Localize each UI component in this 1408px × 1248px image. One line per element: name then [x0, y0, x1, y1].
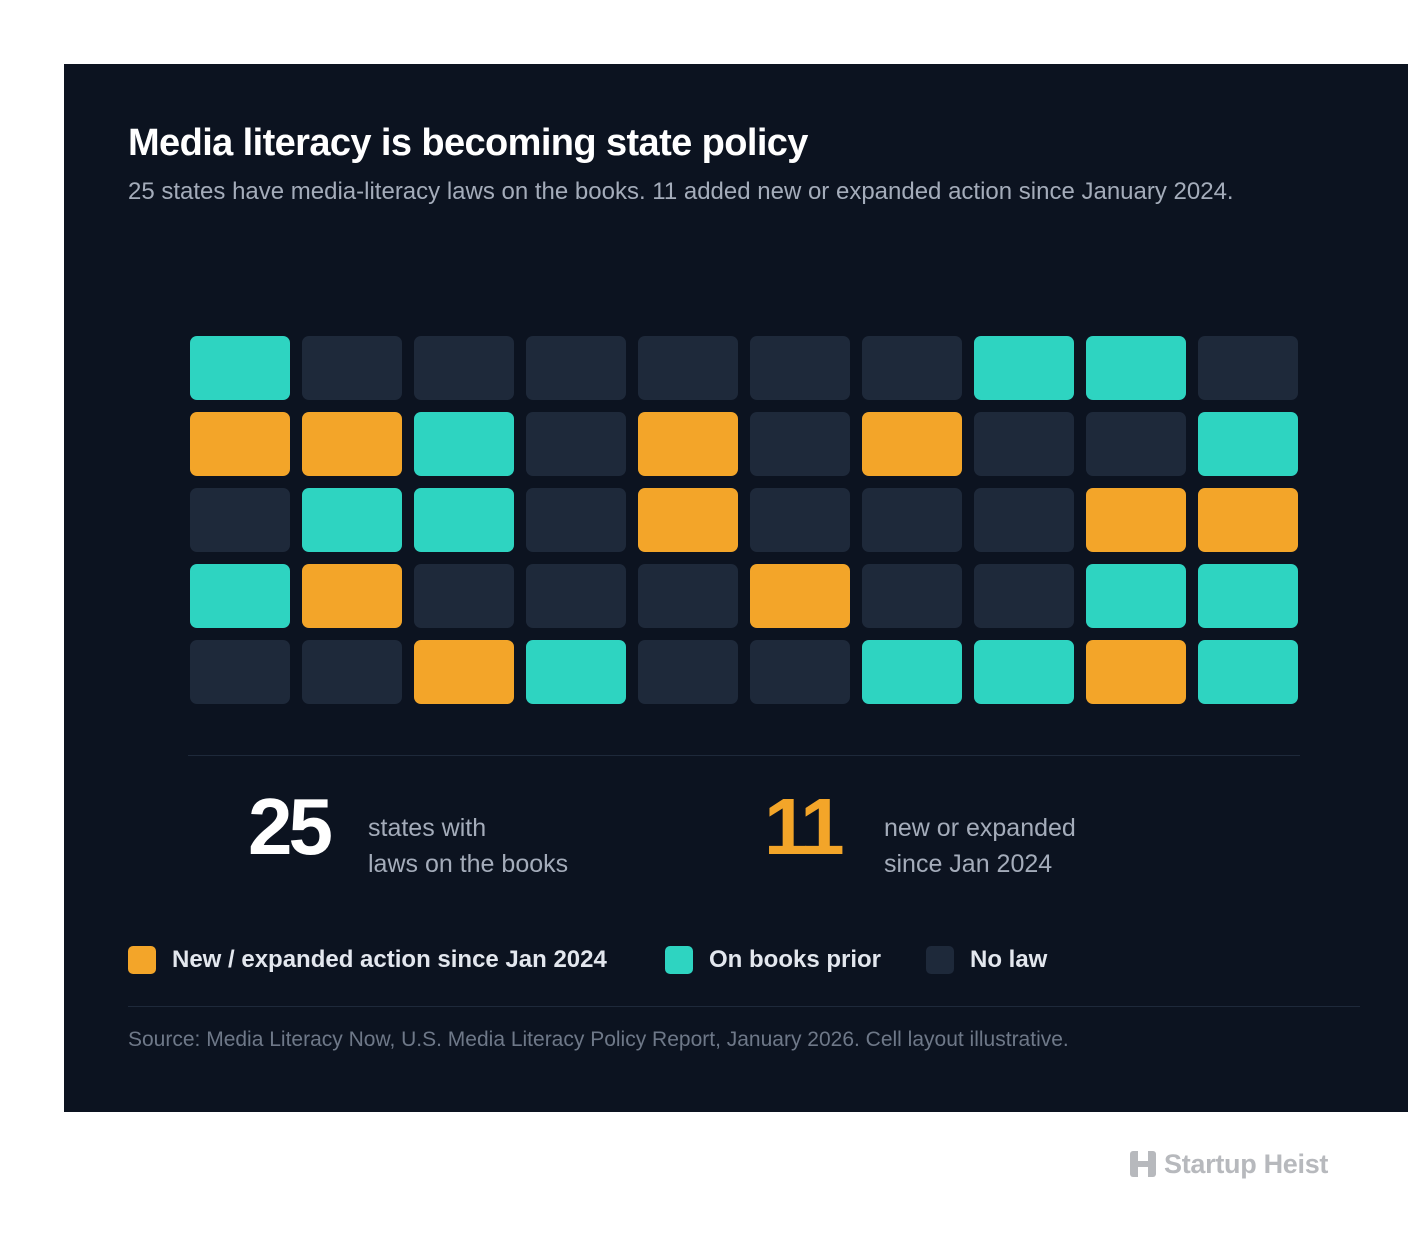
waffle-cell-prior: [190, 564, 290, 628]
waffle-cell-none: [974, 412, 1074, 476]
divider: [128, 1006, 1360, 1007]
waffle-cell-none: [862, 488, 962, 552]
waffle-cell-prior: [1086, 336, 1186, 400]
waffle-cell-new: [1198, 488, 1298, 552]
legend-label-new: New / expanded action since Jan 2024: [172, 946, 607, 973]
waffle-cell-new: [190, 412, 290, 476]
h-logo-icon: [1130, 1151, 1156, 1177]
stat-total-label-line2: laws on the books: [368, 850, 569, 878]
waffle-grid: [190, 336, 1298, 704]
chart-subtitle: 25 states have media-literacy laws on th…: [128, 178, 1234, 205]
waffle-cell-prior: [414, 488, 514, 552]
stat-new-label-line1: new or expanded: [884, 814, 1076, 842]
legend-item-none: No law: [926, 944, 1047, 976]
waffle-cell-prior: [974, 336, 1074, 400]
waffle-cell-new: [302, 564, 402, 628]
waffle-cell-none: [750, 640, 850, 704]
waffle-cell-new: [414, 640, 514, 704]
waffle-cell-none: [190, 640, 290, 704]
legend-item-new: New / expanded action since Jan 2024: [128, 944, 607, 976]
waffle-cell-none: [526, 488, 626, 552]
legend-label-prior: On books prior: [709, 946, 882, 973]
waffle-cell-new: [1086, 488, 1186, 552]
waffle-cell-prior: [302, 488, 402, 552]
legend-item-prior: On books prior: [665, 944, 881, 976]
stat-total-value: 25: [248, 782, 333, 871]
waffle-cell-none: [862, 564, 962, 628]
waffle-cell-prior: [1198, 412, 1298, 476]
waffle-cell-none: [1086, 412, 1186, 476]
waffle-cell-prior: [1086, 564, 1186, 628]
waffle-cell-new: [302, 412, 402, 476]
waffle-cell-none: [526, 336, 626, 400]
brand-name: Startup Heist: [1164, 1148, 1329, 1179]
waffle-cell-none: [974, 564, 1074, 628]
legend-swatch-prior: [665, 946, 693, 974]
waffle-cell-none: [750, 412, 850, 476]
waffle-cell-none: [750, 488, 850, 552]
legend-label-none: No law: [970, 946, 1048, 973]
waffle-cell-none: [414, 564, 514, 628]
waffle-cell-none: [750, 336, 850, 400]
waffle-cell-none: [1198, 336, 1298, 400]
waffle-cell-none: [190, 488, 290, 552]
divider: [188, 755, 1300, 756]
waffle-cell-prior: [526, 640, 626, 704]
stat-new-value: 11: [764, 782, 845, 871]
stat-new-label-line2: since Jan 2024: [884, 850, 1053, 878]
waffle-cell-prior: [862, 640, 962, 704]
waffle-cell-none: [974, 488, 1074, 552]
brand-logo: Startup Heist: [1130, 1148, 1328, 1180]
waffle-cell-none: [302, 336, 402, 400]
waffle-cell-new: [638, 488, 738, 552]
stat-new-label: new or expanded since Jan 2024: [884, 810, 1076, 882]
waffle-cell-none: [862, 336, 962, 400]
legend-swatch-none: [926, 946, 954, 974]
waffle-cell-none: [638, 564, 738, 628]
waffle-cell-prior: [190, 336, 290, 400]
legend-swatch-new: [128, 946, 156, 974]
waffle-cell-prior: [414, 412, 514, 476]
waffle-cell-new: [638, 412, 738, 476]
waffle-cell-new: [862, 412, 962, 476]
stat-total-label-line1: states with: [368, 814, 487, 842]
source-note: Source: Media Literacy Now, U.S. Media L…: [128, 1028, 1069, 1051]
waffle-cell-prior: [1198, 640, 1298, 704]
waffle-cell-prior: [974, 640, 1074, 704]
waffle-cell-none: [638, 336, 738, 400]
chart-title: Media literacy is becoming state policy: [128, 122, 808, 164]
waffle-cell-prior: [1198, 564, 1298, 628]
waffle-cell-none: [526, 564, 626, 628]
waffle-cell-none: [414, 336, 514, 400]
chart-card: Media literacy is becoming state policy …: [64, 64, 1408, 1112]
waffle-cell-none: [526, 412, 626, 476]
waffle-cell-none: [638, 640, 738, 704]
waffle-cell-none: [302, 640, 402, 704]
waffle-cell-new: [750, 564, 850, 628]
stat-total-label: states with laws on the books: [368, 810, 568, 882]
waffle-cell-new: [1086, 640, 1186, 704]
